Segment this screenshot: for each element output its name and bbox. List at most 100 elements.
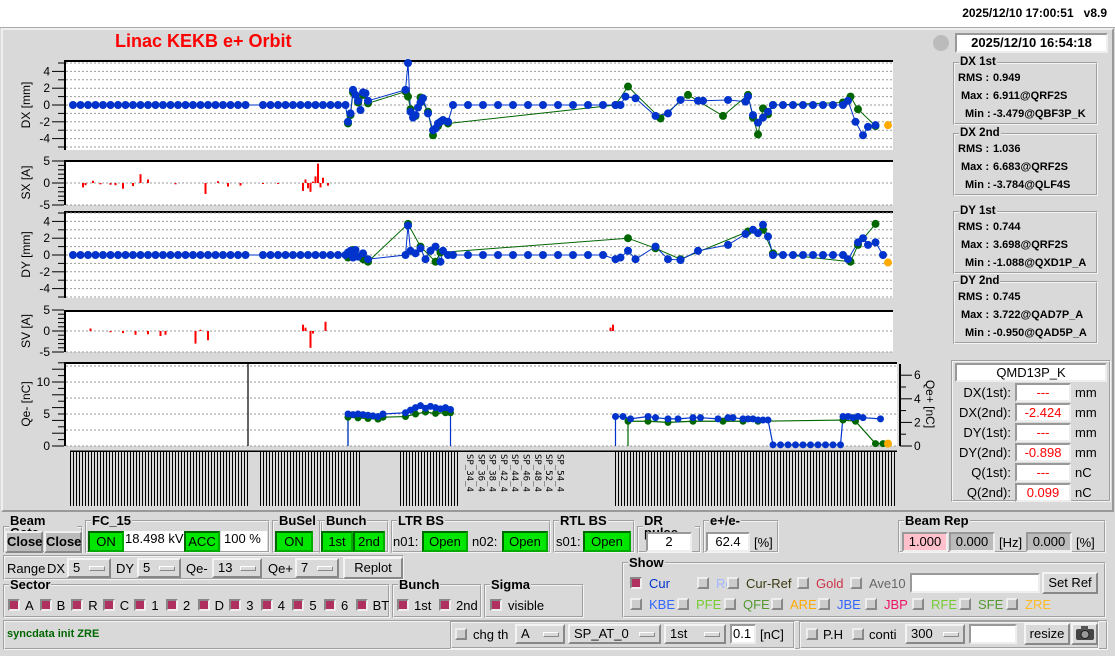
show-zre-checkbox[interactable] xyxy=(1006,598,1018,610)
conti-checkbox[interactable] xyxy=(852,628,864,640)
sector-checkbox-BT[interactable] xyxy=(355,599,368,611)
ref-input[interactable] xyxy=(910,573,1040,593)
charge-point xyxy=(714,415,722,423)
set-ref-button[interactable]: Set Ref xyxy=(1042,572,1098,594)
data-point xyxy=(189,101,197,109)
sector-checkbox-D[interactable] xyxy=(197,599,210,611)
data-point xyxy=(509,101,517,109)
beam-rep-value-2: 0.000 xyxy=(949,532,995,552)
fc15-acc-button[interactable]: ACC xyxy=(184,531,220,552)
data-point xyxy=(219,251,227,259)
chg-th-checkbox[interactable] xyxy=(455,628,467,640)
selected-point xyxy=(884,439,892,448)
chg-threshold-input[interactable]: 0.1 xyxy=(730,624,756,644)
sector-checkbox-C[interactable] xyxy=(102,599,115,611)
dx-range-select[interactable]: 5 xyxy=(67,558,111,578)
dy-range-select[interactable]: 5 xyxy=(137,558,181,578)
s01-open-button[interactable]: Open xyxy=(583,531,631,552)
sector-checkbox-3[interactable] xyxy=(229,599,242,611)
sigma-visible-checkbox[interactable] xyxy=(490,599,502,611)
charge-point xyxy=(674,415,682,423)
show-jbe-checkbox[interactable] xyxy=(818,598,830,610)
bunch-checkbox-2nd[interactable] xyxy=(439,599,451,611)
show-qfe-checkbox[interactable] xyxy=(724,598,736,610)
sector-checkbox-4[interactable] xyxy=(260,599,273,611)
show-label: JBP xyxy=(884,597,908,612)
beam-gate-close-2-button[interactable]: Close xyxy=(44,531,82,553)
sector-checkbox-A[interactable] xyxy=(8,599,20,611)
resize-button[interactable]: resize xyxy=(1024,623,1070,645)
data-point xyxy=(411,249,420,258)
monitor-row-value: --- xyxy=(1015,423,1071,442)
data-point xyxy=(584,101,592,109)
show-cur-checkbox[interactable] xyxy=(630,577,642,589)
busel-on-button[interactable]: ON xyxy=(275,531,313,552)
show-are-checkbox[interactable] xyxy=(771,598,783,610)
y-tick-label: -2 xyxy=(39,115,50,129)
charge-point xyxy=(814,441,822,449)
fc15-on-button[interactable]: ON xyxy=(88,531,124,552)
ph-checkbox[interactable] xyxy=(806,628,818,640)
monitor-row: DY(1st): --- mm xyxy=(953,423,1111,443)
show-ave10-checkbox[interactable] xyxy=(850,577,862,589)
min-value: -0.950@QAD5P_A xyxy=(993,327,1087,339)
n01-open-button[interactable]: Open xyxy=(422,531,468,552)
rms-label: RMS : xyxy=(958,291,990,303)
dense-labels xyxy=(70,452,250,506)
chg-monitor-select[interactable]: SP_AT_0 xyxy=(568,624,661,644)
show-cur-ref-checkbox[interactable] xyxy=(727,577,739,589)
data-point xyxy=(121,101,130,109)
show-jbp-checkbox[interactable] xyxy=(865,598,877,610)
show-ref-checkbox[interactable] xyxy=(697,577,709,589)
steer-bar xyxy=(217,181,219,183)
show-rfe-checkbox[interactable] xyxy=(912,598,924,610)
show-gold-checkbox[interactable] xyxy=(797,577,809,589)
sector-label: R xyxy=(88,598,98,613)
data-point xyxy=(296,101,305,109)
steer-bar xyxy=(114,183,117,186)
bunch-checkbox-1st[interactable] xyxy=(397,599,409,611)
sector-checkbox-R[interactable] xyxy=(71,599,84,611)
steer-bar xyxy=(304,327,307,331)
data-point xyxy=(569,251,577,259)
data-point xyxy=(84,101,92,109)
steer-bar xyxy=(92,180,94,183)
camera-icon[interactable] xyxy=(1071,623,1098,645)
charge-point xyxy=(777,441,784,449)
data-point xyxy=(166,101,175,109)
sector-checkbox-2[interactable] xyxy=(166,599,178,611)
steer-bar xyxy=(322,177,324,183)
qep-range-select[interactable]: 7 xyxy=(295,558,339,578)
sector-checkbox-5[interactable] xyxy=(292,599,305,611)
show-sfe-checkbox[interactable] xyxy=(959,598,971,610)
data-point xyxy=(274,101,282,109)
data-point xyxy=(334,251,342,259)
rms-label: RMS : xyxy=(958,72,990,84)
x-tick-label: SP_42_4 xyxy=(497,454,508,492)
data-point xyxy=(444,117,452,126)
sector-checkbox-6[interactable] xyxy=(324,599,336,611)
count-select[interactable]: 300 xyxy=(905,624,965,644)
sector-checkbox-1[interactable] xyxy=(134,599,147,611)
ph-input[interactable] xyxy=(969,624,1017,644)
replot-button[interactable]: Replot xyxy=(343,557,403,579)
sector-label: A xyxy=(25,598,34,613)
chg-bunch-select[interactable]: 1st xyxy=(664,624,726,644)
show-kbe-checkbox[interactable] xyxy=(630,598,642,610)
steer-bar xyxy=(132,183,134,187)
bunch-2nd-button[interactable]: 2nd xyxy=(353,531,385,552)
show-label: ARE xyxy=(790,597,817,612)
beam-gate-close-1-button[interactable]: Close xyxy=(5,531,43,553)
charge-point xyxy=(764,416,772,424)
data-point xyxy=(129,251,137,259)
chg-sector-select[interactable]: A xyxy=(515,624,565,644)
qem-range-select[interactable]: 13 xyxy=(212,558,262,578)
sector-checkbox-B[interactable] xyxy=(39,599,52,611)
bunch-1st-button[interactable]: 1st xyxy=(321,531,353,552)
n02-open-button[interactable]: Open xyxy=(502,531,548,552)
data-point xyxy=(344,117,352,126)
show-pfe-checkbox[interactable] xyxy=(677,598,689,610)
charge-point xyxy=(792,441,799,449)
data-point xyxy=(136,101,145,109)
data-point xyxy=(174,251,182,259)
